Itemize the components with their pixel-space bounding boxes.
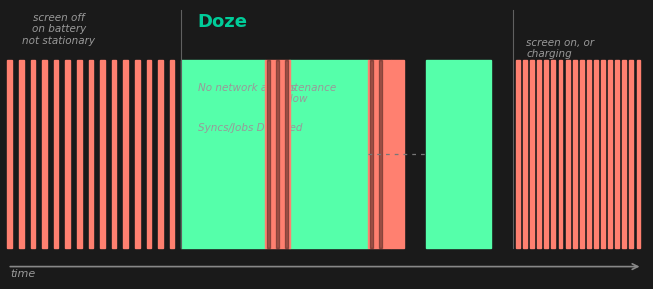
Bar	[580, 60, 584, 248]
Bar	[276, 60, 279, 248]
Bar	[573, 60, 577, 248]
Bar	[65, 60, 70, 248]
Bar	[112, 60, 116, 248]
Bar	[147, 60, 151, 248]
Bar	[100, 60, 104, 248]
Bar	[637, 60, 641, 248]
Bar	[89, 60, 93, 248]
Text: Doze: Doze	[198, 13, 247, 31]
Text: No network access: No network access	[198, 83, 295, 93]
Bar	[615, 60, 619, 248]
Bar	[565, 60, 569, 248]
Bar	[135, 60, 140, 248]
Bar	[31, 60, 35, 248]
Bar	[379, 60, 382, 248]
Bar	[19, 60, 24, 248]
Bar	[123, 60, 128, 248]
Bar	[54, 60, 58, 248]
Bar	[42, 60, 47, 248]
Bar	[265, 60, 290, 248]
Bar	[170, 60, 174, 248]
Bar	[285, 60, 288, 248]
Bar	[558, 60, 562, 248]
Bar	[601, 60, 605, 248]
Bar	[537, 60, 541, 248]
Bar	[77, 60, 82, 248]
Bar	[370, 60, 373, 248]
Bar	[629, 60, 633, 248]
Bar	[7, 60, 12, 248]
Bar	[523, 60, 527, 248]
Bar	[182, 60, 265, 248]
Bar	[516, 60, 520, 248]
Bar	[594, 60, 598, 248]
Bar	[158, 60, 163, 248]
Text: screen on, or
charging: screen on, or charging	[526, 38, 594, 60]
Bar	[266, 60, 270, 248]
Bar	[368, 60, 391, 248]
Text: Syncs/Jobs Deferred: Syncs/Jobs Deferred	[198, 123, 302, 134]
Text: screen off
on battery
not stationary: screen off on battery not stationary	[22, 13, 95, 46]
Text: maintenance
window: maintenance window	[268, 83, 337, 104]
Bar	[608, 60, 612, 248]
Bar	[622, 60, 626, 248]
Bar	[530, 60, 534, 248]
Bar	[587, 60, 591, 248]
Text: time: time	[10, 269, 36, 279]
Bar	[426, 60, 491, 248]
Bar	[545, 60, 549, 248]
Bar	[552, 60, 555, 248]
Bar	[289, 60, 368, 248]
Bar	[391, 60, 404, 248]
